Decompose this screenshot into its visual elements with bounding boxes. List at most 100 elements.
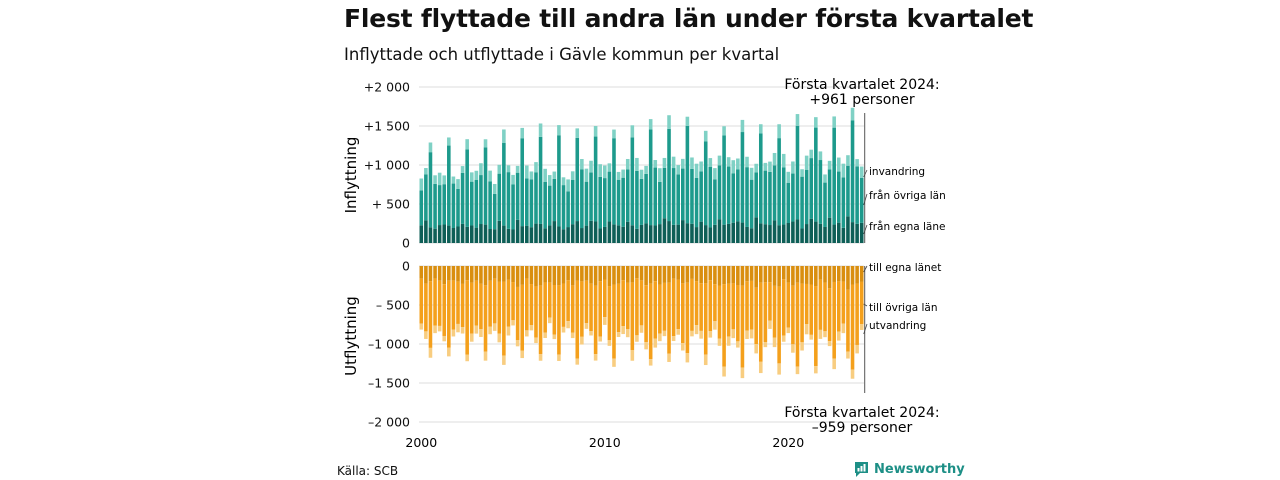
bar-outflow-3 bbox=[726, 336, 731, 346]
bar-inflow-1 bbox=[607, 221, 612, 243]
bar-outflow-3 bbox=[451, 329, 456, 337]
bar-inflow-1 bbox=[557, 226, 561, 243]
bar-outflow-1 bbox=[731, 266, 736, 284]
bar-inflow-3 bbox=[570, 171, 575, 181]
bar-outflow-2 bbox=[584, 280, 589, 324]
bar-outflow-3 bbox=[506, 326, 511, 336]
bar-inflow-2 bbox=[502, 143, 506, 226]
bar-outflow-1 bbox=[694, 266, 699, 282]
bar-outflow-1 bbox=[424, 266, 428, 284]
bar-inflow-1 bbox=[616, 225, 621, 243]
legend-leader bbox=[863, 224, 868, 235]
bar-outflow-3 bbox=[570, 332, 575, 339]
bar-inflow-2 bbox=[552, 178, 557, 222]
bar-outflow-2 bbox=[703, 283, 708, 355]
bar-inflow-1 bbox=[758, 223, 763, 243]
bar-inflow-3 bbox=[584, 168, 589, 182]
bar-inflow-1 bbox=[589, 220, 593, 243]
bar-inflow-3 bbox=[612, 129, 616, 139]
newsworthy-icon bbox=[855, 462, 868, 477]
bar-inflow-3 bbox=[525, 165, 529, 179]
bar-inflow-1 bbox=[809, 218, 814, 243]
bar-inflow-2 bbox=[547, 185, 552, 226]
bar-inflow-2 bbox=[529, 179, 534, 228]
bar-inflow-1 bbox=[561, 229, 566, 243]
bar-outflow-1 bbox=[460, 266, 465, 284]
bar-outflow-2 bbox=[726, 283, 731, 337]
bar-outflow-3 bbox=[777, 363, 781, 375]
bar-inflow-2 bbox=[506, 172, 511, 229]
bar-outflow-3 bbox=[699, 330, 703, 339]
bar-inflow-3 bbox=[437, 172, 442, 186]
bar-inflow-3 bbox=[768, 161, 772, 172]
bar-inflow-2 bbox=[612, 138, 616, 225]
bar-outflow-1 bbox=[502, 266, 506, 282]
bar-inflow-2 bbox=[456, 188, 460, 227]
bar-outflow-3 bbox=[557, 354, 561, 361]
bar-outflow-3 bbox=[497, 333, 502, 343]
bar-outflow-2 bbox=[598, 281, 602, 337]
bar-outflow-3 bbox=[690, 330, 694, 337]
bar-outflow-3 bbox=[740, 367, 745, 379]
bar-outflow-3 bbox=[809, 334, 814, 340]
bar-outflow-1 bbox=[630, 266, 635, 283]
bar-outflow-3 bbox=[552, 334, 557, 340]
bar-inflow-3 bbox=[474, 170, 479, 180]
bar-inflow-1 bbox=[731, 222, 736, 243]
bar-outflow-3 bbox=[433, 325, 437, 334]
bar-outflow-1 bbox=[754, 266, 758, 288]
bar-inflow-1 bbox=[479, 224, 483, 243]
bar-inflow-3 bbox=[483, 139, 488, 148]
bar-outflow-1 bbox=[818, 266, 823, 280]
bar-inflow-1 bbox=[777, 225, 781, 243]
bar-outflow-1 bbox=[786, 266, 791, 283]
brand-name: Newsworthy bbox=[874, 462, 965, 477]
bar-inflow-3 bbox=[681, 158, 685, 169]
bar-outflow-1 bbox=[800, 266, 804, 284]
bar-outflow-2 bbox=[644, 285, 648, 343]
bar-inflow-3 bbox=[639, 169, 644, 179]
bar-outflow-1 bbox=[671, 266, 676, 279]
bar-outflow-3 bbox=[625, 328, 630, 338]
bar-inflow-1 bbox=[506, 228, 511, 243]
bar-inflow-1 bbox=[525, 225, 529, 243]
bar-inflow-1 bbox=[474, 227, 479, 243]
bar-outflow-3 bbox=[694, 325, 699, 335]
bar-outflow-2 bbox=[685, 282, 690, 354]
bar-inflow-3 bbox=[841, 163, 846, 178]
bar-inflow-3 bbox=[479, 163, 483, 176]
bar-outflow-2 bbox=[671, 278, 676, 337]
bar-inflow-1 bbox=[827, 217, 832, 243]
bar-outflow-2 bbox=[575, 280, 580, 359]
legend-leader bbox=[863, 193, 868, 206]
bar-inflow-3 bbox=[731, 160, 736, 174]
bar-outflow-2 bbox=[529, 284, 534, 326]
bar-outflow-1 bbox=[534, 266, 538, 287]
bar-inflow-3 bbox=[708, 158, 713, 167]
bar-inflow-1 bbox=[781, 224, 786, 243]
bar-inflow-2 bbox=[534, 172, 538, 224]
bar-inflow-2 bbox=[479, 175, 483, 225]
y-tick-label: – 500 bbox=[376, 298, 410, 313]
bar-outflow-2 bbox=[428, 281, 433, 348]
bar-outflow-2 bbox=[616, 283, 621, 333]
bar-outflow-2 bbox=[607, 286, 612, 341]
bar-outflow-2 bbox=[497, 281, 502, 334]
bar-outflow-3 bbox=[621, 326, 625, 335]
bar-inflow-1 bbox=[639, 224, 644, 243]
bar-outflow-2 bbox=[791, 285, 795, 345]
bar-outflow-1 bbox=[433, 266, 437, 279]
bar-outflow-1 bbox=[442, 266, 447, 285]
bar-outflow-2 bbox=[424, 283, 428, 332]
bar-outflow-3 bbox=[437, 325, 442, 332]
bar-outflow-3 bbox=[639, 325, 644, 333]
bar-outflow-2 bbox=[474, 280, 479, 326]
bar-outflow-1 bbox=[791, 266, 795, 286]
bar-inflow-3 bbox=[690, 157, 694, 169]
bar-inflow-2 bbox=[671, 168, 676, 225]
bar-outflow-3 bbox=[758, 361, 763, 374]
bar-outflow-2 bbox=[763, 282, 768, 343]
bar-outflow-3 bbox=[685, 353, 690, 363]
bar-outflow-1 bbox=[708, 266, 713, 281]
bar-inflow-1 bbox=[437, 225, 442, 243]
